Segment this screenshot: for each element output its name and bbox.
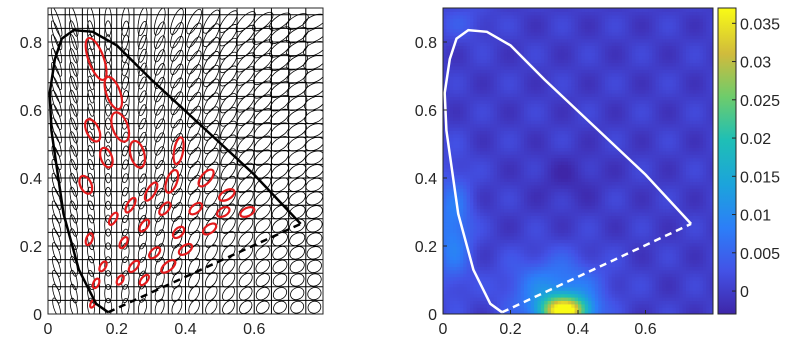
red-ellipse (239, 205, 256, 219)
black-ellipse (168, 7, 186, 36)
black-ellipse (305, 217, 325, 234)
black-ellipse (105, 173, 112, 196)
left-red-ellipses (77, 36, 256, 309)
black-ellipse (306, 272, 324, 289)
black-ellipse (220, 298, 237, 316)
left-y-tick-label: 0.2 (20, 239, 42, 256)
black-ellipse (305, 244, 324, 261)
black-ellipse (105, 159, 112, 182)
black-ellipse (200, 8, 222, 36)
red-ellipse (98, 146, 115, 169)
black-ellipse (271, 285, 289, 302)
black-ellipse (288, 244, 307, 262)
black-ellipse (104, 21, 111, 50)
red-ellipse (163, 168, 181, 194)
black-ellipse (184, 21, 204, 49)
black-ellipse (289, 299, 306, 316)
red-ellipse (77, 174, 95, 196)
black-ellipse (254, 271, 272, 289)
black-ellipse (304, 203, 324, 221)
black-ellipse (237, 298, 254, 316)
black-ellipse (304, 189, 325, 207)
black-ellipse (184, 35, 204, 62)
left-y-tick-label: 0.4 (20, 171, 42, 188)
black-ellipse (200, 22, 222, 49)
red-ellipse (84, 232, 94, 246)
left-black-ellipses (49, 6, 328, 317)
left-x-tick-label: 0.2 (106, 321, 128, 338)
left-x-tick-label: 0 (44, 321, 53, 338)
left-x-tick-label: 0.6 (243, 321, 265, 338)
black-ellipse (305, 258, 323, 275)
black-ellipse (271, 257, 290, 275)
black-ellipse (305, 231, 324, 248)
black-ellipse (254, 285, 272, 303)
left-x-tick-label: 0.4 (174, 321, 196, 338)
black-ellipse (168, 21, 186, 49)
right-heatmap (443, 8, 714, 315)
left-y-ticks: 0 0.2 0.4 0.6 0.8 (20, 35, 52, 324)
red-ellipse (201, 221, 218, 236)
left-chart: 0 0.2 0.4 0.6 0 0.2 0.4 0.6 0.8 (20, 6, 328, 338)
black-ellipse (288, 271, 306, 288)
black-ellipse (306, 299, 323, 315)
black-ellipse (152, 7, 167, 36)
black-ellipse (184, 7, 204, 35)
black-ellipse (267, 24, 293, 47)
black-ellipse (288, 258, 307, 275)
red-ellipse (82, 117, 103, 144)
black-ellipse (288, 285, 306, 302)
red-ellipse (118, 236, 129, 250)
left-y-tick-label: 0.8 (20, 35, 42, 52)
black-ellipse (104, 7, 111, 36)
black-ellipse (254, 299, 272, 316)
red-ellipse (187, 201, 204, 217)
black-ellipse (271, 271, 289, 289)
black-ellipse (271, 299, 289, 316)
red-ellipse (157, 200, 172, 216)
red-ellipse (81, 36, 110, 83)
black-ellipse (306, 285, 323, 301)
left-y-tick-label: 0 (33, 307, 42, 324)
black-ellipse (168, 35, 186, 63)
left-y-tick-label: 0.6 (20, 103, 42, 120)
